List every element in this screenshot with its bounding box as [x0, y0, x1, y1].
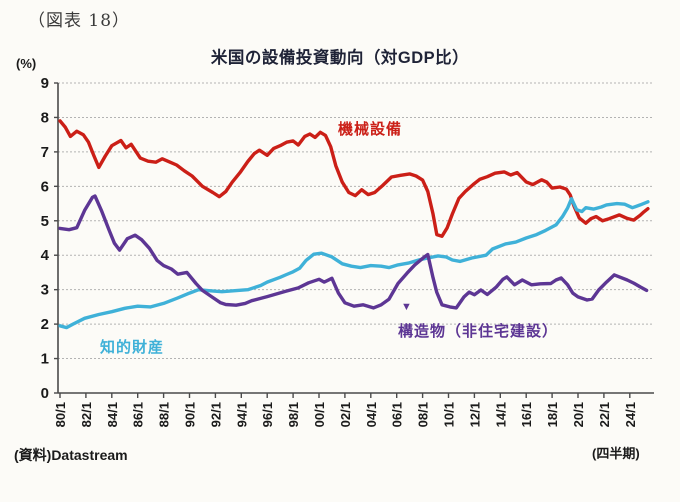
series-label-structures: 構造物（非住宅建設） — [398, 323, 559, 340]
x-tick-label: 92/1 — [208, 402, 223, 427]
series-line-1 — [58, 196, 650, 330]
x-tick-label: 88/1 — [157, 402, 172, 427]
x-tick-label: 84/1 — [105, 402, 120, 427]
x-tick-label: 24/1 — [623, 402, 638, 427]
x-tick-label: 20/1 — [571, 402, 586, 427]
series-line-0 — [58, 119, 650, 239]
x-tick-label: 04/1 — [364, 402, 379, 427]
x-tick-label: 82/1 — [79, 402, 94, 427]
x-tick-label: 10/1 — [442, 402, 457, 427]
x-tick-label: 08/1 — [416, 402, 431, 427]
y-tick-label: 7 — [41, 144, 49, 161]
series-label-machinery: 機械設備 — [338, 121, 403, 138]
x-tick-label: 06/1 — [390, 402, 405, 427]
y-tick-label: 6 — [41, 178, 49, 195]
y-tick-label: 1 — [41, 351, 49, 368]
y-axis-unit-label: (%) — [16, 56, 37, 71]
y-tick-label: 0 — [41, 385, 49, 402]
label-pointer-icon: ▼ — [401, 301, 412, 313]
x-tick-label: 86/1 — [131, 402, 146, 427]
series-line-2 — [58, 194, 649, 310]
x-tick-label: 22/1 — [597, 402, 612, 427]
x-tick-label: 12/1 — [467, 402, 482, 427]
x-tick-label: 96/1 — [260, 402, 275, 427]
y-tick-label: 3 — [41, 282, 49, 299]
y-tick-label: 8 — [41, 109, 49, 126]
x-tick-label: 90/1 — [183, 402, 198, 427]
x-tick-label: 00/1 — [312, 402, 327, 427]
y-tick-label: 4 — [41, 247, 50, 264]
x-tick-label: 14/1 — [493, 402, 508, 427]
series-label-intellectual-property: 知的財産 — [100, 339, 165, 356]
x-tick-label: 80/1 — [53, 402, 68, 427]
x-tick-label: 18/1 — [545, 402, 560, 427]
y-tick-label: 9 — [41, 75, 49, 92]
y-tick-label: 2 — [41, 316, 49, 333]
x-tick-label: 94/1 — [234, 402, 249, 427]
x-tick-label: 16/1 — [519, 402, 534, 427]
x-tick-label: 98/1 — [286, 402, 301, 427]
x-tick-label: 02/1 — [338, 402, 353, 427]
figure-number-label: （図表 18） — [28, 11, 131, 31]
chart-title: 米国の設備投資動向（対GDP比） — [210, 49, 470, 67]
periodicity-note: (四半期) — [592, 446, 640, 461]
source-note: (資料)Datastream — [14, 447, 128, 463]
y-tick-label: 5 — [41, 213, 49, 230]
